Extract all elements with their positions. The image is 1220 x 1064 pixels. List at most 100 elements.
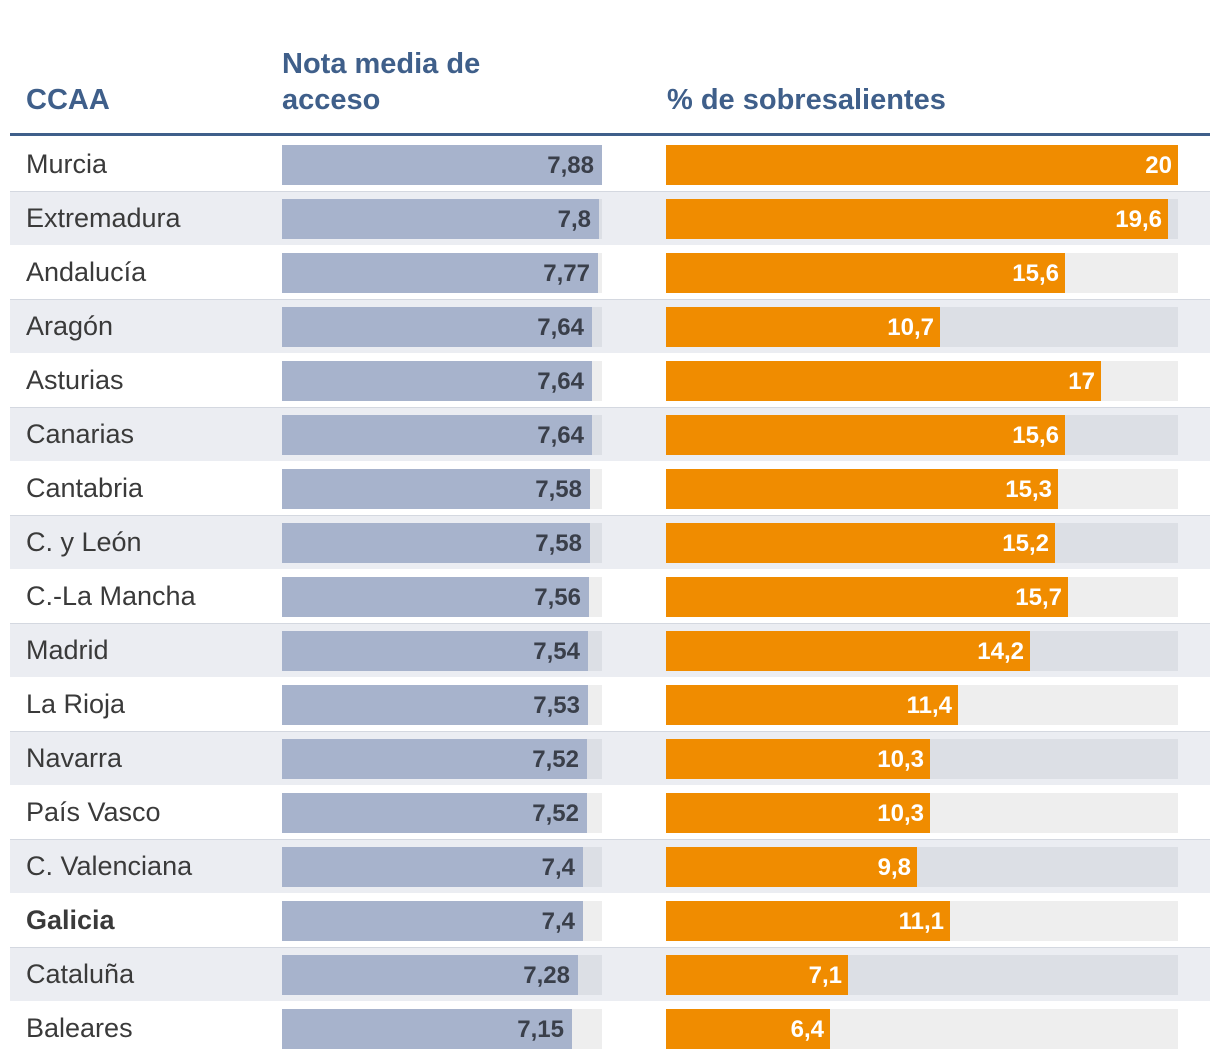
row-separator [10, 839, 1210, 840]
nota-bar-track: 7,54 [282, 631, 602, 671]
pct-value-label: 6,4 [790, 1016, 824, 1043]
nota-bar-track: 7,58 [282, 523, 602, 563]
nota-value-label: 7,8 [557, 206, 591, 233]
nota-bar-track: 7,4 [282, 847, 602, 887]
nota-bar [282, 1009, 572, 1049]
pct-bar-track: 6,4 [666, 1009, 1178, 1049]
nota-bar-track: 7,15 [282, 1009, 602, 1049]
row-separator [10, 947, 1210, 948]
row-separator [10, 299, 1210, 300]
region-name: Asturias [26, 365, 124, 395]
row-separator [10, 515, 1210, 516]
table-row: Cantabria 7,58 15,3 [10, 461, 1210, 515]
column-header-region: CCAA [26, 84, 110, 116]
region-name: Cataluña [26, 959, 135, 989]
nota-value-label: 7,56 [534, 584, 581, 611]
pct-bar [666, 1009, 830, 1049]
table-row: Aragón 7,64 10,7 [10, 299, 1210, 353]
nota-bar [282, 847, 583, 887]
pct-bar [666, 955, 848, 995]
row-separator [10, 191, 1210, 192]
row-separator [10, 407, 1210, 408]
pct-bar [666, 739, 930, 779]
table-row: C. y León 7,58 15,2 [10, 515, 1210, 569]
nota-bar [282, 739, 587, 779]
pct-value-label: 15,6 [1012, 422, 1059, 449]
region-name: País Vasco [26, 797, 161, 827]
pct-bar-track: 10,3 [666, 793, 1178, 833]
table-row: C. Valenciana 7,4 9,8 [10, 839, 1210, 893]
pct-value-label: 20 [1145, 152, 1172, 179]
nota-value-label: 7,77 [543, 260, 590, 287]
nota-bar-track: 7,64 [282, 361, 602, 401]
nota-bar-track: 7,52 [282, 739, 602, 779]
nota-bar-track: 7,53 [282, 685, 602, 725]
region-name: Galicia [26, 905, 115, 935]
pct-bar-track: 11,4 [666, 685, 1178, 725]
region-name: Extremadura [26, 203, 181, 233]
table-row: Asturias 7,64 17 [10, 353, 1210, 407]
nota-bar [282, 145, 602, 185]
pct-bar [666, 577, 1068, 617]
pct-bar [666, 523, 1055, 563]
table-row: Murcia 7,88 20 [10, 137, 1210, 191]
nota-value-label: 7,58 [535, 476, 582, 503]
table-row: Galicia 7,4 11,1 [10, 893, 1210, 947]
pct-value-label: 17 [1068, 368, 1095, 395]
pct-value-label: 7,1 [808, 962, 842, 989]
pct-value-label: 11,4 [906, 692, 952, 719]
pct-bar-track: 11,1 [666, 901, 1178, 941]
pct-value-label: 15,2 [1002, 530, 1049, 557]
nota-bar [282, 901, 583, 941]
nota-bar-track: 7,88 [282, 145, 602, 185]
nota-bar-track: 7,77 [282, 253, 602, 293]
pct-bar-track: 20 [666, 145, 1178, 185]
column-header-pct: % de sobresalientes [667, 84, 946, 116]
region-name: La Rioja [26, 689, 126, 719]
nota-value-label: 7,4 [541, 854, 575, 881]
pct-value-label: 15,3 [1005, 476, 1052, 503]
nota-value-label: 7,54 [533, 638, 580, 665]
nota-value-label: 7,88 [547, 152, 594, 179]
nota-bar [282, 955, 578, 995]
row-separator [10, 731, 1210, 732]
nota-value-label: 7,52 [532, 746, 579, 773]
nota-bar-track: 7,28 [282, 955, 602, 995]
table-row: Baleares 7,15 6,4 [10, 1001, 1210, 1055]
nota-bar-track: 7,58 [282, 469, 602, 509]
pct-bar-track: 9,8 [666, 847, 1178, 887]
nota-value-label: 7,15 [517, 1016, 564, 1043]
table-row: País Vasco 7,52 10,3 [10, 785, 1210, 839]
pct-bar [666, 145, 1178, 185]
pct-value-label: 14,2 [977, 638, 1024, 665]
pct-bar-track: 10,3 [666, 739, 1178, 779]
table-row: Navarra 7,52 10,3 [10, 731, 1210, 785]
pct-bar [666, 415, 1065, 455]
pct-bar [666, 847, 917, 887]
region-name: Murcia [26, 149, 108, 179]
pct-value-label: 11,1 [898, 908, 944, 935]
column-header-nota-line2: acceso [282, 84, 381, 116]
region-name: Madrid [26, 635, 109, 665]
column-header-nota-line1: Nota media de [282, 48, 481, 80]
nota-bar [282, 793, 587, 833]
pct-bar-track: 7,1 [666, 955, 1178, 995]
nota-bar [282, 307, 592, 347]
table-row: C.-La Mancha 7,56 15,7 [10, 569, 1210, 623]
nota-value-label: 7,64 [537, 422, 584, 449]
pct-bar [666, 199, 1168, 239]
nota-bar-track: 7,8 [282, 199, 602, 239]
pct-value-label: 9,8 [877, 854, 911, 881]
region-name: Andalucía [26, 257, 147, 287]
region-name: Canarias [26, 419, 135, 449]
nota-value-label: 7,52 [532, 800, 579, 827]
pct-bar [666, 793, 930, 833]
pct-bar-track: 19,6 [666, 199, 1178, 239]
pct-bar [666, 685, 958, 725]
table-row: Extremadura 7,8 19,6 [10, 191, 1210, 245]
pct-bar-track: 10,7 [666, 307, 1178, 347]
nota-bar [282, 631, 588, 671]
region-name: C.-La Mancha [26, 581, 196, 611]
pct-bar-track: 15,3 [666, 469, 1178, 509]
nota-value-label: 7,4 [541, 908, 575, 935]
